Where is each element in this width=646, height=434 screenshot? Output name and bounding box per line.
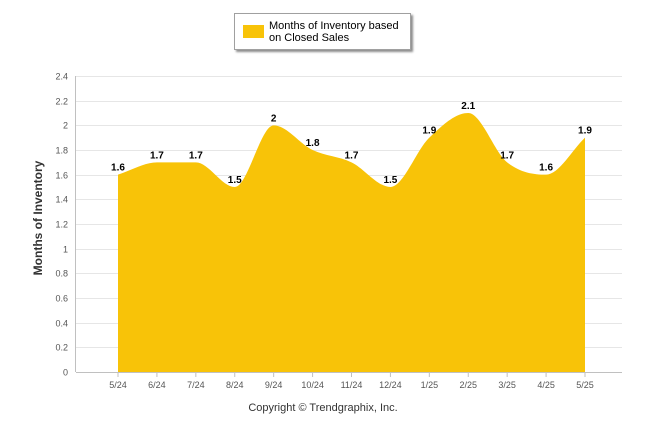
y-axis-title: Months of Inventory: [31, 160, 45, 275]
y-tick-label: 2: [63, 121, 68, 131]
x-tick-label: 2/25: [459, 380, 477, 390]
legend: Months of Inventory based on Closed Sale…: [234, 13, 411, 50]
copyright-footer: Copyright © Trendgraphix, Inc.: [248, 402, 398, 414]
y-tick-label: 1.4: [55, 195, 68, 205]
x-tick-label: 6/24: [148, 380, 166, 390]
axes: 0 0.2 0.4 0.6 0.8 1 1.2 1.4 1.6 1.8 2 2.2 2.4 5/24 6/2…: [55, 72, 622, 390]
x-tick-label: 1/25: [421, 380, 439, 390]
x-tick-label: 12/24: [379, 380, 402, 390]
area-series: [118, 113, 585, 372]
y-tick-label: 1.6: [55, 171, 68, 181]
x-tick-label: 5/25: [576, 380, 594, 390]
legend-swatch: [243, 25, 264, 38]
data-label: 2: [271, 113, 277, 124]
series-area: [118, 113, 585, 372]
data-label: 2.1: [461, 101, 475, 112]
x-tick-label: 7/24: [187, 380, 205, 390]
data-label: 1.9: [422, 126, 436, 137]
x-tick-label: 4/25: [537, 380, 555, 390]
x-tick-label: 11/24: [341, 380, 363, 390]
data-label: 1.5: [383, 175, 397, 186]
legend-label: Months of Inventory based on Closed Sale…: [269, 19, 399, 44]
y-tick-label: 1.2: [55, 220, 68, 230]
x-tick-label: 3/25: [498, 380, 516, 390]
data-label: 1.6: [111, 163, 125, 174]
data-label: 1.8: [306, 138, 320, 149]
data-label: 1.7: [189, 150, 203, 161]
x-tick-label: 8/24: [226, 380, 244, 390]
data-label: 1.9: [578, 126, 592, 137]
y-tick-label: 2.4: [55, 72, 68, 82]
data-labels: 1.6 1.7 1.7 1.5 2 1.8 1.7 1.5 1.9 2.1 1.7 1.6 1.9: [111, 101, 592, 186]
y-tick-label: 0: [63, 368, 68, 378]
y-tick-label: 0.6: [55, 294, 68, 304]
x-tick-label: 9/24: [265, 380, 283, 390]
data-label: 1.7: [150, 150, 164, 161]
data-label: 1.7: [345, 150, 359, 161]
y-tick-label: 2.2: [55, 97, 68, 107]
x-tick-label: 5/24: [109, 380, 127, 390]
data-label: 1.7: [500, 150, 514, 161]
y-tick-label: 0.8: [55, 269, 68, 279]
y-tick-label: 1.8: [55, 146, 68, 156]
y-tick-label: 0.4: [55, 319, 68, 329]
data-label: 1.5: [228, 175, 242, 186]
data-label: 1.6: [539, 163, 553, 174]
y-tick-label: 0.2: [55, 343, 68, 353]
x-tick-label: 10/24: [301, 380, 324, 390]
y-tick-label: 1: [63, 245, 68, 255]
